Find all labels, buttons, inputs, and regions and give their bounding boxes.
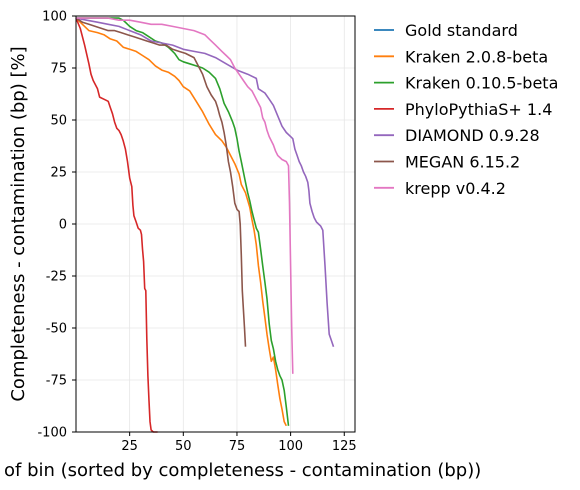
- y-tick-label: 25: [50, 166, 67, 181]
- x-tick-label: 75: [229, 439, 246, 454]
- x-axis-label: Index of bin (sorted by completeness - c…: [0, 460, 481, 481]
- series-lines: [75, 17, 335, 433]
- legend-entry-label: krepp v0.4.2: [405, 179, 506, 198]
- legend-entry-label: Kraken 2.0.8-beta: [405, 47, 548, 66]
- legend: Gold standard Kraken 2.0.8-beta Kraken 0.1…: [374, 21, 558, 198]
- y-tick-label: -100: [37, 426, 67, 441]
- x-tick-label: 25: [121, 439, 138, 454]
- series-line-diamond-0-9-28: [75, 17, 335, 347]
- legend-entry-label: PhyloPythiaS+ 1.4: [405, 100, 552, 119]
- series-line-phylopythias-1-4: [75, 17, 158, 433]
- series-line-kraken-0-10-5-beta: [76, 17, 290, 426]
- y-tick-label: -75: [46, 374, 67, 389]
- legend-entry-label: DIAMOND 0.9.28: [405, 126, 540, 145]
- y-tick-label: 0: [59, 218, 67, 233]
- y-tick-label: 75: [50, 62, 67, 77]
- axis-ticks: 25 50 75 100 125 -100 -75 -50 -25 0 25 50 75 100: [37, 10, 356, 455]
- legend-entry-label: Kraken 0.10.5-beta: [405, 74, 558, 93]
- legend-entry-label: Gold standard: [405, 21, 518, 40]
- x-tick-label: 50: [175, 439, 192, 454]
- y-tick-label: 100: [42, 10, 67, 25]
- y-tick-label: 50: [50, 114, 67, 129]
- x-tick-label: 125: [332, 439, 357, 454]
- x-tick-label: 100: [278, 439, 303, 454]
- y-axis-label: Completeness - contamination (bp) [%]: [8, 46, 29, 401]
- series-line-krepp-v0-4-2: [76, 17, 294, 374]
- legend-entry-label: MEGAN 6.15.2: [405, 153, 520, 172]
- series-line-kraken-2-0-8-beta: [75, 17, 288, 427]
- series-line-megan-6-15-2: [75, 17, 247, 347]
- y-tick-label: -50: [46, 322, 67, 337]
- y-tick-label: -25: [46, 270, 67, 285]
